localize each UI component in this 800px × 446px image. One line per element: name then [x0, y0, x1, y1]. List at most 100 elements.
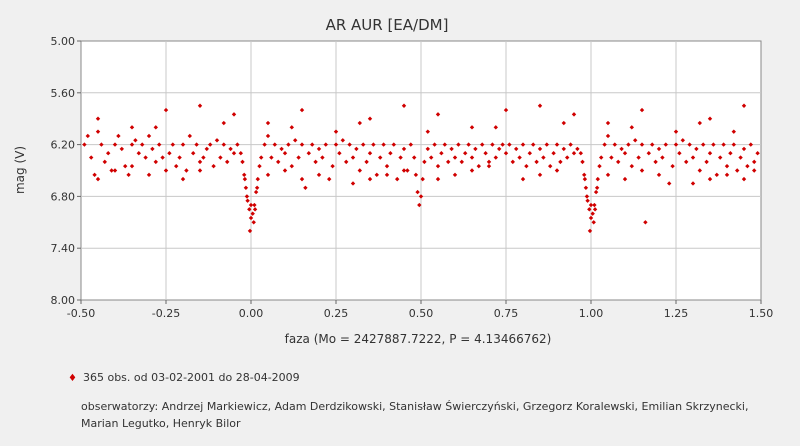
- data-point: [231, 151, 237, 156]
- data-point: [707, 116, 713, 121]
- data-point: [694, 146, 699, 152]
- data-point: [129, 125, 135, 130]
- data-point: [361, 142, 366, 147]
- data-point: [752, 168, 757, 173]
- data-point: [701, 142, 706, 147]
- data-point: [707, 176, 713, 182]
- x-tick-label: 0.75: [494, 307, 519, 320]
- y-tick-label: 5.60: [51, 87, 76, 100]
- data-point: [367, 116, 373, 121]
- x-tick-label: 0.00: [239, 307, 264, 320]
- data-point: [262, 142, 267, 147]
- data-point: [656, 172, 662, 178]
- data-point: [95, 116, 101, 121]
- data-point: [425, 129, 430, 134]
- data-point: [252, 202, 257, 208]
- x-tick-label: -0.25: [152, 307, 180, 320]
- data-point: [405, 168, 410, 173]
- data-point: [605, 120, 611, 126]
- data-point: [599, 155, 604, 160]
- data-point: [517, 155, 522, 160]
- data-point: [133, 138, 138, 143]
- data-point: [595, 176, 600, 182]
- data-point: [704, 159, 709, 165]
- data-point: [374, 172, 379, 178]
- data-point: [381, 142, 386, 147]
- data-point: [718, 155, 723, 160]
- data-point: [592, 207, 598, 212]
- chart: -0.50 -0.25 0.00 0.25 0.50 0.75 1.00 1.25 1.50 5…: [13, 16, 773, 346]
- data-point: [622, 151, 628, 156]
- data-point: [748, 142, 753, 147]
- data-point: [371, 142, 376, 147]
- data-point: [466, 142, 471, 147]
- data-point: [660, 155, 665, 160]
- data-point: [697, 120, 702, 126]
- data-point: [592, 202, 597, 208]
- data-point: [276, 159, 281, 165]
- data-point: [587, 228, 593, 234]
- data-point: [537, 103, 543, 108]
- data-point: [320, 155, 325, 160]
- data-point: [282, 151, 288, 156]
- data-point: [639, 107, 645, 113]
- data-point: [697, 168, 702, 173]
- data-point: [401, 168, 407, 173]
- y-tick-label: 6.20: [51, 139, 76, 152]
- data-point: [435, 163, 441, 169]
- data-point: [582, 172, 587, 178]
- data-point: [490, 142, 495, 147]
- data-point: [591, 220, 596, 225]
- data-point: [616, 159, 621, 165]
- data-point: [435, 112, 441, 117]
- data-point: [123, 163, 128, 169]
- data-point: [129, 142, 135, 147]
- data-point: [583, 185, 589, 190]
- data-point: [163, 168, 169, 173]
- data-point: [184, 168, 189, 173]
- data-point: [250, 211, 255, 216]
- data-point: [741, 176, 747, 182]
- data-point: [663, 142, 668, 147]
- data-point: [582, 176, 588, 182]
- data-point: [469, 168, 475, 173]
- data-point: [643, 220, 648, 225]
- y-tick-label: 8.00: [51, 294, 76, 307]
- data-point: [126, 172, 131, 178]
- y-tick-label: 5.00: [51, 35, 76, 48]
- data-point: [240, 159, 245, 165]
- data-point: [449, 146, 454, 152]
- data-point: [235, 142, 240, 147]
- data-point: [299, 107, 305, 113]
- data-point: [286, 142, 291, 147]
- data-point: [514, 146, 519, 152]
- data-point: [364, 159, 369, 165]
- data-point: [225, 159, 230, 165]
- data-point: [350, 155, 356, 160]
- data-point: [673, 129, 679, 134]
- data-point: [401, 103, 407, 108]
- data-point: [752, 159, 757, 165]
- data-point: [367, 176, 373, 182]
- x-tick-label: 0.50: [409, 307, 434, 320]
- data-point: [684, 159, 689, 165]
- data-point: [333, 142, 339, 147]
- data-point: [534, 159, 539, 165]
- data-point: [180, 176, 186, 182]
- data-point: [259, 155, 264, 160]
- data-point: [670, 163, 675, 169]
- legend: ♦ 365 obs. od 03-02-2001 do 28-04-2009: [68, 371, 300, 384]
- data-point: [316, 172, 322, 178]
- data-point: [629, 163, 634, 169]
- data-point: [157, 142, 162, 147]
- data-point: [327, 176, 332, 182]
- data-point: [425, 146, 430, 152]
- x-tick-label: -0.50: [67, 307, 95, 320]
- data-point: [350, 181, 356, 186]
- data-point: [486, 159, 492, 165]
- data-point: [150, 146, 155, 152]
- data-point: [378, 155, 383, 160]
- data-point: [201, 155, 206, 160]
- data-point: [289, 125, 294, 130]
- y-axis: 5.00 5.60 6.20 6.80 7.40 8.00: [51, 35, 81, 307]
